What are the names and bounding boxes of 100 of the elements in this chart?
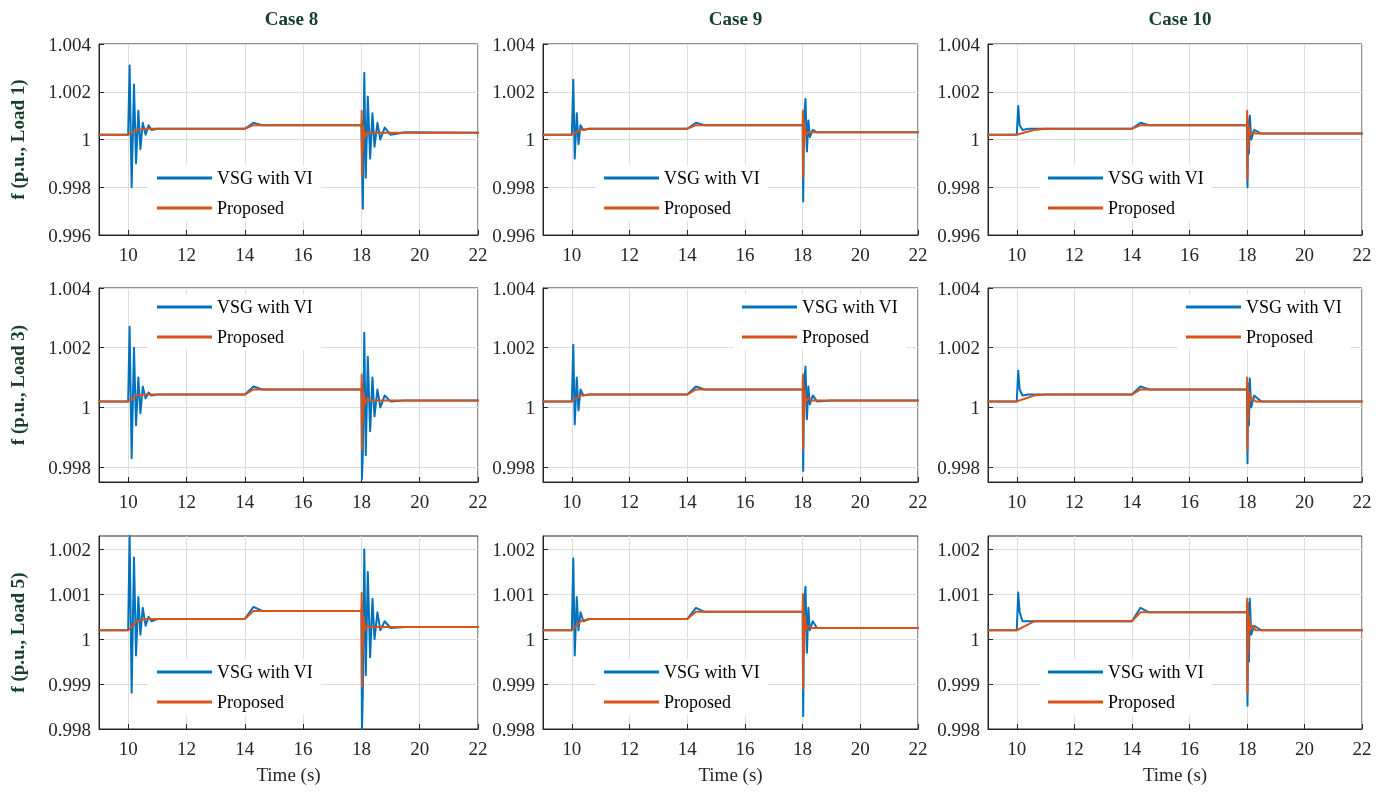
y-tick-label: 1.004 [492, 277, 536, 299]
x-tick-label: 20 [1294, 244, 1314, 265]
y-tick-label: 1.001 [48, 583, 91, 605]
x-tick-label: 18 [351, 738, 371, 759]
y-tick-label: 0.998 [48, 718, 91, 740]
y-tick-label: 1 [81, 628, 91, 650]
x-tick-label: 20 [410, 244, 430, 265]
y-tick-label: 0.998 [937, 718, 980, 740]
x-tick-label: 18 [793, 738, 813, 759]
x-tick-label: 18 [793, 491, 813, 512]
x-tick-label: 14 [677, 738, 698, 759]
y-tick-label: 0.996 [48, 224, 91, 246]
y-tick-label: 1.002 [937, 337, 980, 359]
x-tick-label: 10 [1007, 491, 1027, 512]
y-tick-label: 1.004 [48, 33, 92, 55]
x-tick-label: 14 [235, 738, 255, 759]
x-tick-label: 22 [1352, 491, 1372, 512]
y-tick-label: 0.998 [48, 456, 91, 478]
legend-label: Proposed [1246, 327, 1313, 347]
legend-label: Proposed [217, 198, 284, 218]
y-tick-label: 0.998 [48, 176, 91, 198]
x-tick-label: 16 [735, 244, 755, 265]
legend-label: VSG with VI [664, 168, 760, 188]
legend-label: VSG with VI [664, 662, 760, 682]
x-tick-label: 16 [293, 738, 313, 759]
legend-label: Proposed [217, 692, 284, 712]
chart-title: Case 9 [708, 8, 763, 29]
x-tick-label: 12 [1064, 491, 1084, 512]
y-tick-label: 1.002 [492, 337, 535, 359]
y-tick-label: 0.999 [937, 673, 980, 695]
x-tick-label: 22 [908, 738, 928, 759]
x-tick-label: 20 [1294, 491, 1314, 512]
legend-label: VSG with VI [217, 168, 313, 188]
x-tick-label: 12 [620, 738, 640, 759]
chart-title: Case 8 [264, 8, 319, 29]
legend-label: VSG with VI [1246, 297, 1342, 317]
y-tick-label: 1.004 [48, 277, 92, 299]
x-tick-label: 20 [850, 491, 870, 512]
y-axis-title: f (p.u., Load 3) [7, 324, 29, 446]
x-tick-label: 14 [677, 244, 698, 265]
x-tick-label: 12 [176, 491, 196, 512]
y-tick-label: 0.996 [492, 224, 535, 246]
legend-label: Proposed [802, 327, 869, 347]
y-tick-label: 0.999 [492, 673, 535, 695]
x-tick-label: 10 [118, 491, 138, 512]
y-tick-label: 0.998 [492, 456, 535, 478]
y-tick-label: 0.998 [937, 176, 980, 198]
x-tick-label: 22 [468, 491, 488, 512]
y-tick-label: 1.001 [492, 583, 535, 605]
y-tick-label: 1.002 [48, 538, 91, 560]
y-tick-label: 1 [81, 396, 91, 418]
x-tick-label: 18 [351, 244, 371, 265]
x-tick-label: 16 [293, 244, 313, 265]
x-tick-label: 16 [735, 738, 755, 759]
legend-label: Proposed [217, 327, 284, 347]
x-tick-label: 22 [468, 244, 488, 265]
x-tick-label: 18 [793, 244, 813, 265]
y-tick-label: 0.998 [492, 176, 535, 198]
x-tick-label: 20 [1294, 738, 1314, 759]
x-tick-label: 12 [1064, 738, 1084, 759]
x-tick-label: 20 [850, 738, 870, 759]
x-tick-label: 10 [1007, 244, 1027, 265]
y-tick-label: 1 [525, 129, 535, 150]
legend-label: VSG with VI [1108, 168, 1204, 188]
legend-label: Proposed [1108, 198, 1175, 218]
y-tick-label: 1 [525, 628, 535, 650]
legend-label: VSG with VI [217, 662, 313, 682]
y-tick-label: 1 [970, 129, 980, 150]
x-tick-label: 22 [1352, 738, 1372, 759]
x-tick-label: 16 [735, 491, 755, 512]
x-tick-label: 18 [351, 491, 371, 512]
x-tick-label: 16 [1179, 738, 1199, 759]
y-tick-label: 1 [525, 396, 535, 418]
y-tick-label: 1.002 [937, 81, 980, 103]
legend-label: Proposed [1108, 692, 1175, 712]
y-tick-label: 1.004 [937, 277, 981, 299]
x-tick-label: 14 [1122, 244, 1142, 265]
y-tick-label: 1.002 [492, 538, 535, 560]
y-tick-label: 1.001 [937, 583, 980, 605]
x-axis-title: Time (s) [698, 764, 763, 786]
y-tick-label: 1.002 [492, 81, 535, 103]
x-tick-label: 20 [850, 244, 870, 265]
x-tick-label: 16 [1179, 244, 1199, 265]
x-axis-title: Time (s) [256, 764, 321, 786]
y-tick-label: 1.004 [937, 33, 981, 55]
x-tick-label: 14 [1122, 738, 1142, 759]
x-tick-label: 14 [235, 244, 255, 265]
y-tick-label: 0.999 [48, 673, 91, 695]
x-tick-label: 16 [1179, 491, 1199, 512]
x-tick-label: 10 [1007, 738, 1027, 759]
legend-label: Proposed [664, 692, 731, 712]
x-tick-label: 22 [908, 491, 928, 512]
legend-label: VSG with VI [1108, 662, 1204, 682]
x-tick-label: 12 [1064, 244, 1084, 265]
x-tick-label: 10 [562, 491, 582, 512]
y-tick-label: 1.002 [48, 337, 91, 359]
x-tick-label: 22 [908, 244, 928, 265]
x-tick-label: 12 [176, 244, 196, 265]
x-tick-label: 22 [1352, 244, 1372, 265]
x-tick-label: 22 [468, 738, 488, 759]
